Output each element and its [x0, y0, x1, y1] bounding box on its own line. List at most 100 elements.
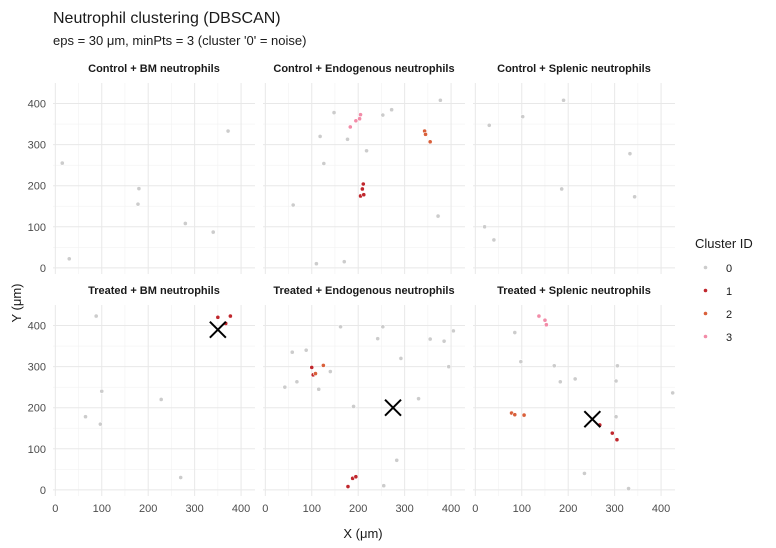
- data-point-cluster-0: [491, 237, 497, 243]
- data-point-cluster-0: [66, 256, 72, 262]
- data-point-cluster-0: [225, 128, 231, 134]
- x-tick-label: 100: [303, 503, 321, 515]
- y-tick-label: 400: [28, 99, 46, 111]
- data-point-cluster-0: [381, 483, 387, 489]
- facet-title: Control + BM neutrophils: [88, 63, 220, 75]
- legend: Cluster ID 0 1 2 3: [695, 236, 753, 345]
- data-point-cluster-0: [626, 486, 631, 492]
- data-point-cluster-0: [398, 355, 404, 361]
- facet-panel: Control + Splenic neutrophils: [473, 63, 675, 274]
- data-point-cluster-0: [572, 376, 578, 382]
- x-tick-label: 300: [605, 503, 623, 515]
- y-tick-label: 300: [28, 140, 46, 152]
- x-tick-label: 100: [93, 503, 111, 515]
- data-point-cluster-0: [99, 388, 105, 394]
- data-point-cluster-0: [136, 186, 142, 191]
- legend-label: 2: [726, 309, 732, 321]
- y-tick-label: 0: [40, 263, 46, 275]
- data-point-cluster-1: [345, 484, 351, 489]
- data-point-cluster-0: [512, 330, 518, 335]
- data-point-cluster-0: [389, 107, 395, 113]
- data-point-cluster-0: [294, 379, 300, 385]
- facet-title: Treated + Endogenous neutrophils: [273, 285, 454, 297]
- data-point-cluster-0: [632, 194, 637, 200]
- x-tick-label: 100: [513, 503, 531, 515]
- data-point-cluster-0: [416, 396, 421, 402]
- x-tick-label: 400: [652, 503, 670, 515]
- data-point-cluster-0: [178, 475, 184, 480]
- data-point-cluster-0: [486, 122, 492, 128]
- data-point-cluster-0: [317, 133, 323, 139]
- data-point-cluster-0: [670, 390, 676, 396]
- data-point-cluster-0: [375, 336, 381, 342]
- cross-marker: [384, 398, 402, 417]
- data-point-cluster-2: [423, 131, 428, 137]
- data-point-cluster-0: [93, 313, 99, 319]
- data-point-cluster-3: [536, 313, 542, 319]
- data-point-cluster-0: [327, 369, 333, 374]
- data-point-cluster-0: [394, 457, 400, 463]
- data-point-cluster-0: [83, 414, 88, 420]
- data-point-cluster-0: [559, 186, 565, 192]
- data-point-cluster-0: [314, 261, 319, 267]
- data-point-cluster-3: [347, 124, 353, 130]
- data-point-cluster-3: [357, 116, 362, 122]
- facet-title: Treated + Splenic neutrophils: [497, 285, 651, 297]
- x-tick-label: 200: [139, 503, 157, 515]
- data-point-cluster-1: [359, 186, 365, 192]
- data-point-cluster-3: [358, 112, 363, 118]
- data-point-cluster-0: [316, 386, 322, 392]
- data-point-cluster-0: [351, 404, 356, 409]
- data-point-cluster-0: [435, 213, 441, 219]
- data-point-cluster-0: [441, 338, 447, 344]
- x-tick-label: 200: [559, 503, 577, 515]
- data-point-cluster-0: [210, 229, 216, 235]
- y-tick-label: 400: [28, 321, 46, 333]
- facet-title: Treated + BM neutrophils: [88, 285, 220, 297]
- data-point-cluster-1: [614, 437, 620, 443]
- legend-label: 3: [726, 332, 732, 344]
- data-point-cluster-0: [551, 363, 557, 369]
- legend-symbol: [703, 311, 708, 316]
- data-point-cluster-1: [353, 474, 359, 480]
- legend-label: 1: [726, 286, 732, 298]
- data-point-cluster-0: [182, 221, 188, 226]
- facet-panel: Treated + BM neutrophils 0 100 200 300 400 0 10…: [28, 285, 255, 515]
- legend-title: Cluster ID: [695, 236, 753, 251]
- data-point-cluster-3: [542, 317, 548, 323]
- x-tick-label: 300: [395, 503, 413, 515]
- data-point-cluster-0: [446, 364, 452, 370]
- legend-symbol: [703, 288, 708, 293]
- data-point-cluster-0: [341, 259, 347, 265]
- data-point-cluster-0: [380, 324, 386, 330]
- data-point-cluster-0: [290, 202, 296, 208]
- data-point-cluster-3: [353, 118, 359, 124]
- data-point-cluster-0: [615, 363, 620, 369]
- data-point-cluster-0: [437, 97, 443, 103]
- facet-panel: Control + BM neutrophils 0 100 200 300 400: [28, 63, 255, 275]
- cross-marker: [209, 320, 227, 339]
- x-tick-label: 400: [232, 503, 250, 515]
- legend-label: 0: [726, 263, 732, 275]
- facet-panel: Control + Endogenous neutrophils: [263, 63, 465, 274]
- x-tick-label: 300: [185, 503, 203, 515]
- data-point-cluster-0: [613, 414, 619, 420]
- legend-symbol: [703, 265, 708, 270]
- y-tick-label: 100: [28, 444, 46, 456]
- y-tick-label: 100: [28, 222, 46, 234]
- y-tick-label: 300: [28, 362, 46, 374]
- data-point-cluster-0: [135, 201, 141, 207]
- data-point-cluster-1: [361, 192, 367, 198]
- data-point-cluster-0: [557, 379, 563, 385]
- data-point-cluster-2: [427, 139, 433, 145]
- legend-symbol: [703, 334, 708, 339]
- data-point-cluster-0: [518, 359, 524, 365]
- facet-panel: Treated + Endogenous neutrophils 0 100 200 3…: [262, 285, 465, 515]
- data-point-cluster-0: [289, 349, 295, 355]
- data-point-cluster-0: [321, 161, 327, 166]
- data-point-cluster-0: [613, 378, 619, 384]
- x-tick-label: 0: [262, 503, 268, 515]
- data-point-cluster-1: [227, 313, 233, 319]
- x-tick-label: 400: [442, 503, 460, 515]
- y-tick-label: 0: [40, 485, 46, 497]
